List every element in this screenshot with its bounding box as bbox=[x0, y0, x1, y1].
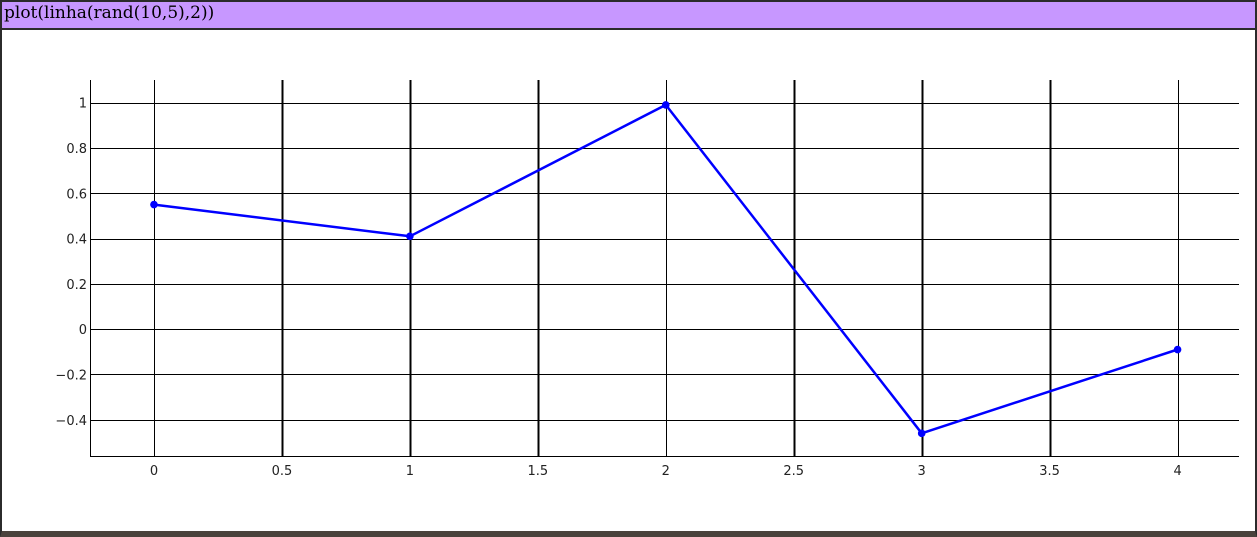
y-tick-label: 0.6 bbox=[66, 187, 87, 202]
data-point bbox=[661, 101, 670, 109]
data-point bbox=[406, 232, 414, 241]
command-text: plot(linha(rand(10,5),2)) bbox=[4, 3, 215, 23]
y-tick-label: −0.2 bbox=[55, 368, 87, 383]
x-tick-label: 3 bbox=[918, 464, 926, 479]
x-tick-label: 3.5 bbox=[1039, 464, 1060, 479]
data-point bbox=[917, 429, 926, 438]
x-tick-label: 2 bbox=[662, 464, 670, 479]
x-tick-label: 2.5 bbox=[783, 464, 804, 479]
x-tick-label: 1 bbox=[406, 464, 414, 479]
x-tick-label: 0.5 bbox=[272, 464, 293, 479]
y-tick-label: −0.4 bbox=[55, 414, 87, 429]
y-tick-label: 0.8 bbox=[66, 142, 87, 157]
y-tick-label: 0.2 bbox=[66, 278, 87, 293]
x-tick-label: 4 bbox=[1173, 464, 1181, 479]
y-tick-label: 0 bbox=[79, 323, 87, 338]
y-tick-label: 0.4 bbox=[66, 233, 87, 248]
x-tick-label: 1.5 bbox=[527, 464, 548, 479]
command-bar: plot(linha(rand(10,5),2)) bbox=[2, 2, 1255, 30]
x-tick-label: 0 bbox=[150, 464, 158, 479]
series-line bbox=[153, 103, 1178, 435]
y-tick-label: 1 bbox=[79, 97, 87, 112]
line-chart: 1 0.8 0.6 0.4 0.2 0 −0.2 −0.4 0 0.5 1 1.5 2 2.5 3 3.5 4 bbox=[55, 80, 1239, 479]
plot-area: 1 0.8 0.6 0.4 0.2 0 −0.2 −0.4 0 0.5 1 1.5 2 2.5 3 3.5 4 bbox=[2, 30, 1255, 531]
data-point bbox=[150, 200, 158, 209]
data-point bbox=[1173, 345, 1182, 354]
